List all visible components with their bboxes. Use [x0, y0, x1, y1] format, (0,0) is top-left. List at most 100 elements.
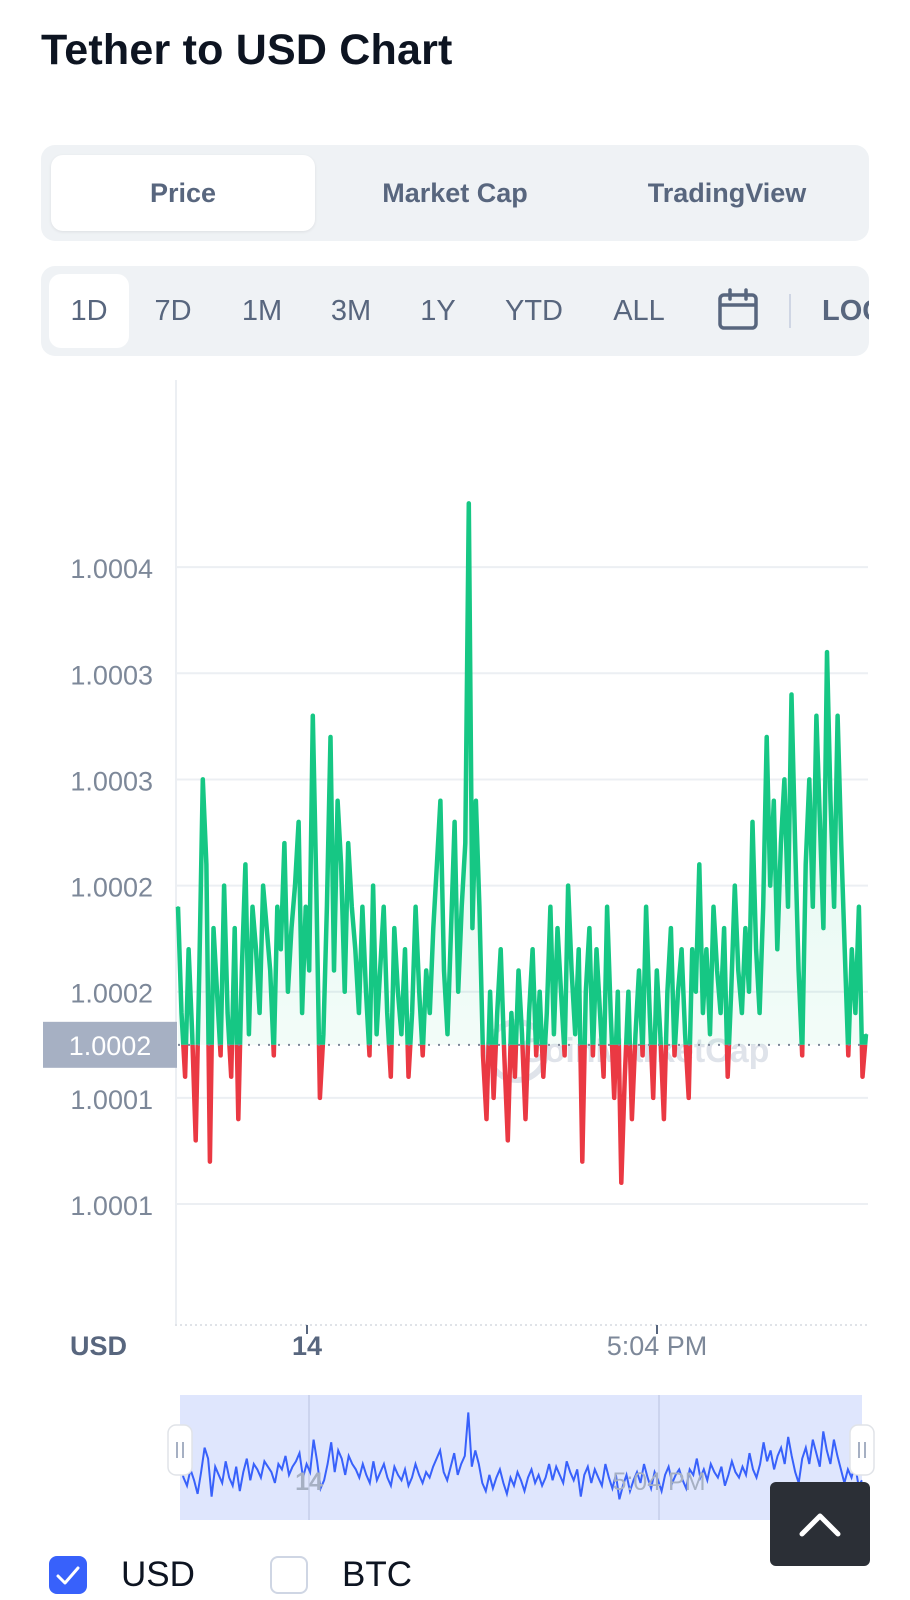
- data-point: [645, 906, 647, 908]
- data-point: [421, 1054, 424, 1057]
- data-point: [329, 736, 332, 738]
- navigator-handle-left[interactable]: [167, 1424, 193, 1476]
- data-point: [719, 1012, 722, 1014]
- navigator-handle-right[interactable]: [849, 1424, 875, 1476]
- data-point: [510, 1012, 513, 1014]
- data-point: [436, 863, 438, 866]
- data-point: [581, 1160, 584, 1163]
- data-point: [223, 884, 225, 887]
- data-point: [684, 1033, 686, 1036]
- usd-checkbox[interactable]: [49, 1556, 87, 1594]
- navigator-line: [179, 1412, 863, 1500]
- data-point: [819, 821, 821, 823]
- data-point: [343, 990, 346, 993]
- data-point: [670, 927, 672, 929]
- navigator-background: [180, 1395, 862, 1520]
- chart-type-tabs: Price Market Cap TradingView: [41, 145, 869, 241]
- data-point: [702, 1012, 704, 1014]
- data-point: [822, 927, 825, 929]
- data-point: [677, 990, 679, 993]
- tab-tradingview[interactable]: TradingView: [647, 177, 807, 208]
- data-point: [315, 884, 318, 887]
- baseline-label-bg: [43, 1021, 177, 1068]
- data-point: [634, 1033, 637, 1036]
- data-point: [460, 906, 463, 908]
- data-point: [748, 990, 750, 993]
- data-point: [570, 969, 573, 972]
- data-point: [663, 1118, 665, 1120]
- data-point: [283, 842, 286, 844]
- range-3m[interactable]: 3M: [330, 294, 372, 327]
- price-chart[interactable]: 1.0004 1.0003 1.0003 1.0002 1.0002 1.0001 1.00…: [0, 380, 910, 1570]
- range-7d[interactable]: 7D: [154, 294, 192, 327]
- data-point: [485, 1118, 488, 1120]
- data-point: [205, 863, 208, 866]
- data-point: [226, 1012, 229, 1014]
- range-1y[interactable]: 1Y: [420, 294, 456, 327]
- data-point: [737, 969, 740, 972]
- range-1d[interactable]: 1D: [49, 274, 129, 348]
- data-point: [606, 906, 608, 908]
- data-point: [567, 884, 569, 887]
- data-point: [616, 990, 619, 993]
- legend-usd[interactable]: USD: [49, 1555, 195, 1595]
- data-point: [304, 906, 307, 908]
- back-to-top-button[interactable]: [770, 1482, 870, 1566]
- data-point: [751, 821, 754, 823]
- data-point: [400, 1033, 403, 1036]
- btc-checkbox[interactable]: [270, 1556, 308, 1594]
- x-axis-labels: 14 5:04 PM: [292, 1325, 707, 1361]
- range-navigator: 14 5:04 PM: [167, 1395, 875, 1520]
- data-point: [297, 821, 300, 823]
- data-point: [620, 1182, 623, 1184]
- data-point: [301, 1012, 303, 1014]
- data-point: [858, 906, 860, 908]
- data-point: [655, 969, 658, 972]
- data-point: [698, 863, 701, 866]
- data-point: [184, 1075, 186, 1078]
- data-point: [269, 969, 272, 972]
- data-point: [758, 1012, 761, 1014]
- data-point: [659, 1033, 662, 1036]
- range-ytd[interactable]: YTD: [505, 294, 563, 327]
- data-point: [432, 927, 435, 929]
- data-point: [648, 1012, 651, 1014]
- log-scale-toggle[interactable]: LOG: [822, 294, 869, 327]
- tab-price[interactable]: Price: [51, 155, 315, 231]
- data-point: [439, 799, 442, 802]
- data-point: [769, 884, 772, 887]
- data-point: [801, 1054, 803, 1057]
- y-tick-label: 1.0004: [70, 554, 153, 584]
- range-all[interactable]: ALL: [613, 294, 665, 327]
- data-point: [790, 693, 793, 696]
- data-point: [762, 906, 764, 908]
- data-point: [783, 778, 786, 781]
- tab-market-cap[interactable]: Market Cap: [382, 177, 528, 208]
- data-point: [741, 1012, 743, 1014]
- data-point: [592, 1054, 594, 1057]
- data-point: [464, 842, 467, 844]
- navigator-label: 5:04 PM: [612, 1468, 705, 1496]
- data-point: [365, 990, 367, 993]
- data-point: [705, 948, 708, 951]
- data-point: [542, 1075, 545, 1078]
- range-1m[interactable]: 1M: [241, 294, 283, 327]
- legend-btc[interactable]: BTC: [270, 1555, 412, 1595]
- data-point: [209, 1160, 211, 1163]
- data-point: [680, 948, 683, 951]
- data-point: [489, 990, 491, 993]
- data-point: [833, 906, 835, 908]
- data-point: [563, 1054, 566, 1057]
- calendar-icon[interactable]: [717, 288, 759, 332]
- data-point: [538, 990, 541, 993]
- data-point: [475, 799, 477, 802]
- data-point: [340, 863, 342, 866]
- data-point: [428, 1012, 431, 1014]
- data-point: [744, 927, 747, 929]
- data-point: [180, 1012, 183, 1014]
- data-point: [272, 1054, 275, 1057]
- x-tick-label: 14: [292, 1331, 322, 1361]
- page-title: Tether to USD Chart: [41, 26, 453, 74]
- y-axis-labels: 1.0004 1.0003 1.0003 1.0002 1.0002 1.0001 1.00…: [70, 554, 153, 1221]
- data-point: [531, 948, 534, 951]
